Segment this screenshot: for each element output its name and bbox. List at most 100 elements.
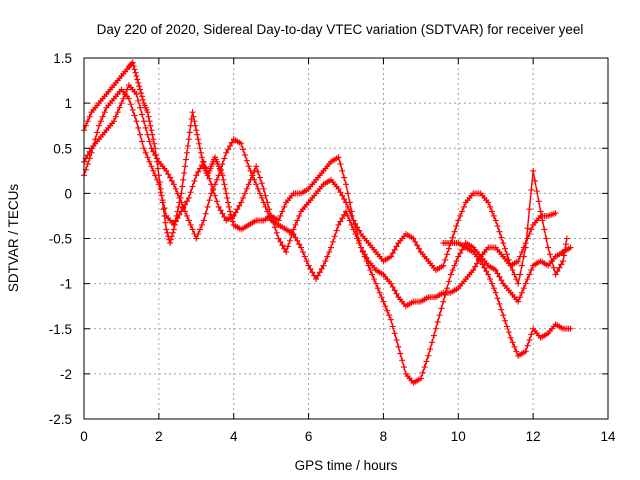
data-point <box>387 316 394 323</box>
data-point-interp <box>533 188 540 195</box>
data-point-interp <box>241 152 248 159</box>
data-point-interp <box>498 277 505 284</box>
data-point-interp <box>442 256 449 263</box>
data-point-interp <box>339 215 346 222</box>
data-point-interp <box>124 86 131 93</box>
data-point-interp <box>382 303 389 310</box>
data-point-interp <box>159 197 166 204</box>
data-point-interp <box>191 118 198 125</box>
data-point <box>477 258 484 265</box>
data-point-interp <box>135 124 142 131</box>
data-point-interp <box>386 312 393 319</box>
data-point <box>197 145 204 152</box>
data-point <box>567 244 574 251</box>
data-point <box>567 325 574 332</box>
data-point-interp <box>389 323 396 330</box>
data-point-interp <box>344 203 351 210</box>
data-point-interp <box>341 174 348 181</box>
data-point-interp <box>284 243 291 250</box>
data-point-interp <box>204 170 211 177</box>
data-point <box>380 298 387 305</box>
data-point-interp <box>241 190 248 197</box>
data-point-interp <box>337 218 344 225</box>
data-point-interp <box>135 97 142 104</box>
data-point-interp <box>562 241 569 248</box>
data-point-interp <box>221 155 228 162</box>
data-point-interp <box>361 251 368 258</box>
data-point <box>275 235 282 242</box>
data-point-interp <box>378 294 385 301</box>
data-point-interp <box>195 136 202 143</box>
data-point <box>343 199 349 206</box>
data-point-interp <box>524 225 531 232</box>
data-point <box>208 190 215 197</box>
data-point <box>185 136 192 143</box>
x-tick-label: 0 <box>80 429 88 444</box>
data-point-interp <box>174 215 181 222</box>
data-point-interp <box>139 111 146 118</box>
data-point-interp <box>174 190 181 197</box>
data-point-interp <box>490 285 497 292</box>
data-point-interp <box>399 357 406 364</box>
data-point-interp <box>99 113 106 120</box>
data-point-interp <box>255 185 262 192</box>
data-point <box>110 118 117 125</box>
data-point-interp <box>116 104 123 111</box>
data-point-interp <box>526 271 533 278</box>
data-point-interp <box>438 305 445 312</box>
data-point-interp <box>376 289 383 296</box>
data-point-interp <box>164 229 171 236</box>
data-point-interp <box>97 118 104 125</box>
data-point-interp <box>270 218 277 225</box>
data-point-interp <box>202 210 209 217</box>
data-point <box>563 235 570 242</box>
data-point-interp <box>324 253 331 260</box>
data-point-interp <box>142 124 149 131</box>
data-point <box>226 208 233 215</box>
data-point-interp <box>142 149 149 156</box>
data-point-interp <box>369 271 376 278</box>
data-point-interp <box>232 209 239 216</box>
data-point-interp <box>498 234 505 241</box>
data-point <box>95 122 102 129</box>
data-point-interp <box>503 323 510 330</box>
data-point-interp <box>502 317 509 324</box>
data-point-interp <box>371 276 378 283</box>
series-arc-3 <box>81 86 570 287</box>
data-point-interp <box>524 235 531 242</box>
data-point-interp <box>146 138 153 145</box>
data-point <box>410 235 417 242</box>
data-point <box>185 217 192 224</box>
data-point <box>492 217 499 224</box>
data-point-interp <box>146 118 153 125</box>
data-point <box>387 280 394 287</box>
data-point-interp <box>258 194 265 201</box>
data-point-interp <box>479 261 486 268</box>
data-point <box>170 221 177 228</box>
x-axis-label: GPS time / hours <box>295 458 398 473</box>
data-point-interp <box>503 251 510 258</box>
data-point-interp <box>176 211 183 218</box>
data-point <box>395 343 402 350</box>
data-point <box>522 348 529 355</box>
data-point <box>163 167 170 174</box>
data-point-interp <box>518 262 525 269</box>
data-point-interp <box>86 113 93 120</box>
data-point <box>515 280 522 287</box>
data-point-interp <box>487 276 494 283</box>
data-point <box>129 59 136 66</box>
data-point-interp <box>391 330 398 337</box>
data-point-interp <box>92 136 99 143</box>
data-point-interp <box>136 83 143 90</box>
data-point-interp <box>226 203 233 210</box>
data-point-interp <box>154 165 161 172</box>
data-point <box>357 244 364 251</box>
data-point <box>343 181 349 188</box>
data-point-interp <box>229 218 236 225</box>
data-point-interp <box>539 217 546 224</box>
data-point-interp <box>222 185 229 192</box>
data-point-interp <box>152 152 159 159</box>
data-point-interp <box>561 252 568 259</box>
data-point-interp <box>101 109 108 116</box>
data-point-interp <box>526 337 533 344</box>
